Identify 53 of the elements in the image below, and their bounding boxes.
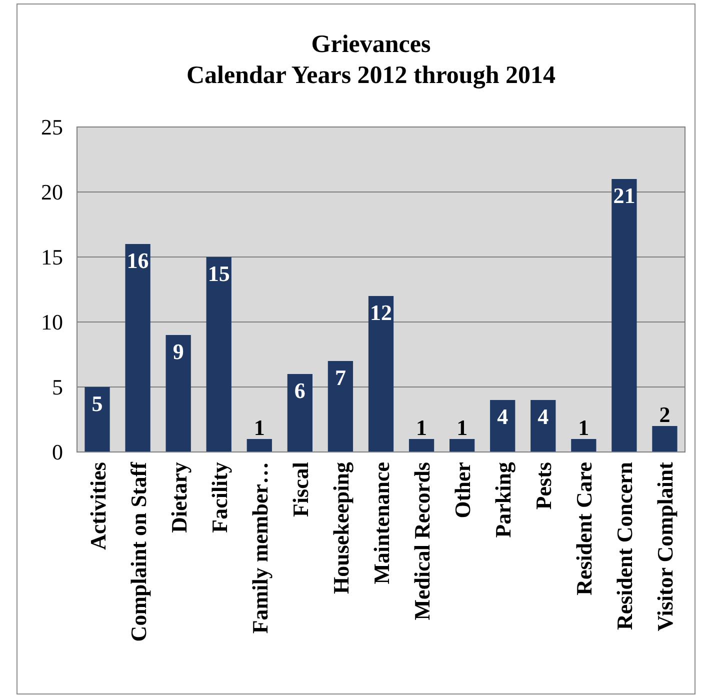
bar [328,361,354,452]
bar [287,374,312,452]
x-tick-label: Pests [531,462,556,510]
x-tick-label: Parking [490,462,516,538]
bar [125,244,150,452]
bar [652,426,678,452]
x-tick-label: Visitor Complaint [652,461,678,632]
data-label: 4 [538,404,549,429]
y-tick-label: 10 [41,310,63,335]
data-label: 21 [613,183,636,208]
x-tick-label: Resident Care [572,462,597,596]
y-tick-label: 0 [52,440,63,465]
data-label: 1 [254,415,265,440]
x-tick-label: Resident Concern [612,462,638,630]
bar [84,387,110,452]
y-tick-label: 25 [41,114,63,140]
x-tick-label: Complaint on Staff [126,461,151,642]
bar [612,179,637,452]
x-tick-label: Family member… [247,462,272,634]
x-tick-label: Facility [206,462,232,533]
bar [246,439,272,452]
chart-subtitle: Calendar Years 2012 through 2014 [186,62,556,89]
data-label: 1 [578,415,590,440]
bar [450,439,475,452]
data-label: 1 [456,415,468,440]
data-label: 12 [370,300,392,325]
data-label: 15 [208,261,230,286]
bar [530,400,556,452]
x-tick-label: Medical Records [410,462,435,620]
data-label: 1 [416,415,428,440]
y-tick-label: 20 [41,180,63,205]
x-tick-label: Activities [85,462,110,550]
y-tick-label: 5 [52,374,63,400]
y-tick-label: 15 [41,244,63,270]
chart-title: Grievances [311,31,431,58]
x-tick-label: Fiscal [288,462,313,517]
bar [571,439,596,452]
data-label: 5 [92,391,103,416]
data-label: 7 [334,365,346,390]
bar [368,296,394,452]
data-label: 2 [659,402,670,427]
bar [490,400,516,452]
bar [206,257,232,452]
data-label: 16 [126,248,149,273]
data-label: 6 [294,378,306,403]
x-tick-label: Housekeeping [328,462,354,594]
x-tick-label: Dietary [166,462,192,533]
data-label: 4 [497,404,508,429]
data-label: 9 [172,339,184,364]
x-tick-label: Other [450,462,476,518]
bar [166,335,191,452]
x-tick-label: Maintenance [369,462,394,584]
bar [408,439,434,452]
